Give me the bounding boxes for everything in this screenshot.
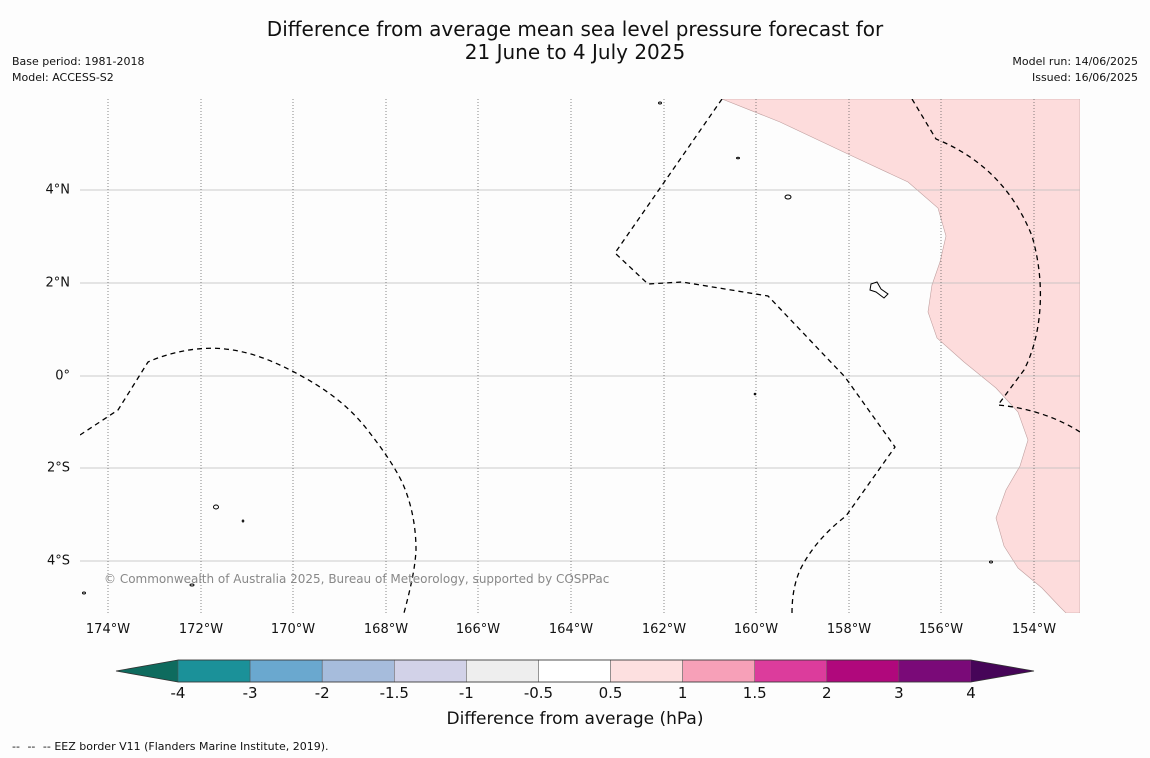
island [784, 194, 792, 200]
lon-label-172w: 172°W [178, 622, 224, 637]
colorbar-segment [898, 659, 972, 683]
meta-left: Base period: 1981-2018 Model: ACCESS-S2 [12, 54, 144, 86]
island [869, 281, 889, 299]
colorbar-outline [115, 659, 1035, 683]
base-period: Base period: 1981-2018 [12, 55, 145, 68]
lon-label-168w: 168°W [363, 622, 409, 637]
colorbar-tick-label: 4 [966, 684, 976, 702]
colorbar-segment [466, 659, 539, 683]
colorbar-segment [538, 659, 611, 683]
eez-dash-symbol: -- [27, 740, 36, 753]
colorbar-tick-label: 1.5 [742, 684, 767, 702]
island [658, 101, 662, 105]
colorbar-tick-label: -1.5 [379, 684, 409, 702]
eez-dash-symbol: -- [12, 740, 20, 753]
colorbar-tick-label: -3 [242, 684, 258, 702]
lon-label-160w: 160°W [733, 622, 779, 637]
lon-label-156w: 156°W [918, 622, 964, 637]
lon-label-154w: 154°W [1011, 622, 1057, 637]
copyright-notice: © Commonwealth of Australia 2025, Bureau… [104, 572, 610, 586]
island [241, 519, 245, 523]
pressure-anomaly-region [721, 99, 1080, 613]
island [213, 504, 219, 510]
eez-border-east [911, 99, 1080, 433]
colorbar-segment [249, 659, 323, 683]
eez-legend: -- -- -- EEZ border V11 (Flanders Marine… [12, 740, 329, 753]
colorbar-tick-label: 3 [894, 684, 904, 702]
island [82, 591, 86, 595]
lon-label-174w: 174°W [85, 622, 131, 637]
lon-label-162w: 162°W [641, 622, 687, 637]
lon-label-170w: 170°W [270, 622, 316, 637]
island [753, 392, 757, 396]
title-line-1: Difference from average mean sea level p… [266, 17, 884, 41]
island [736, 156, 740, 160]
colorbar-extend-low [116, 660, 178, 682]
model-name: Model: ACCESS-S2 [12, 71, 114, 84]
lat-label-2n: 2°N [45, 275, 71, 291]
colorbar-segment [826, 659, 900, 683]
issued-date: Issued: 16/06/2025 [1031, 71, 1138, 84]
colorbar-tick-label: 0.5 [598, 684, 623, 702]
colorbar-label: Difference from average (hPa) [446, 709, 704, 729]
lon-label-164w: 164°W [548, 622, 594, 637]
colorbar-segment [394, 659, 467, 683]
eez-border-central [614, 99, 896, 613]
eez-border-west [80, 347, 417, 613]
colorbar-segment [610, 659, 683, 683]
eez-borders [80, 99, 1080, 613]
eez-note-text: -- EEZ border V11 (Flanders Marine Insti… [42, 740, 329, 753]
islands [82, 101, 993, 595]
colorbar-segment [321, 659, 395, 683]
colorbar-segment [754, 659, 828, 683]
colorbar [115, 659, 1035, 683]
lon-label-166w: 166°W [455, 622, 501, 637]
colorbar-tick-label: -2 [314, 684, 330, 702]
chart-title: Difference from average mean sea level p… [0, 18, 1150, 64]
colorbar-segment [177, 659, 251, 683]
colorbar-tick-label: -0.5 [523, 684, 554, 702]
island [189, 583, 195, 587]
lat-label-0: 0° [55, 368, 70, 384]
lon-label-158w: 158°W [826, 622, 872, 637]
model-run: Model run: 14/06/2025 [1012, 55, 1138, 68]
lat-label-4n: 4°N [45, 182, 71, 198]
colorbar-tick-label: 2 [822, 684, 832, 702]
meta-right: Model run: 14/06/2025 Issued: 16/06/2025 [1012, 54, 1138, 86]
colorbar-tick-label: 1 [677, 684, 688, 702]
lat-label-2s: 2°S [46, 460, 70, 476]
colorbar-extend-high [971, 660, 1034, 682]
colorbar-segment [682, 659, 755, 683]
title-line-2: 21 June to 4 July 2025 [464, 40, 686, 64]
colorbar-tick-label: -1 [458, 684, 474, 702]
lat-gridlines [80, 189, 1080, 562]
lat-label-4s: 4°S [46, 553, 70, 569]
colorbar-tick-label: -4 [170, 684, 186, 702]
island [989, 560, 993, 564]
